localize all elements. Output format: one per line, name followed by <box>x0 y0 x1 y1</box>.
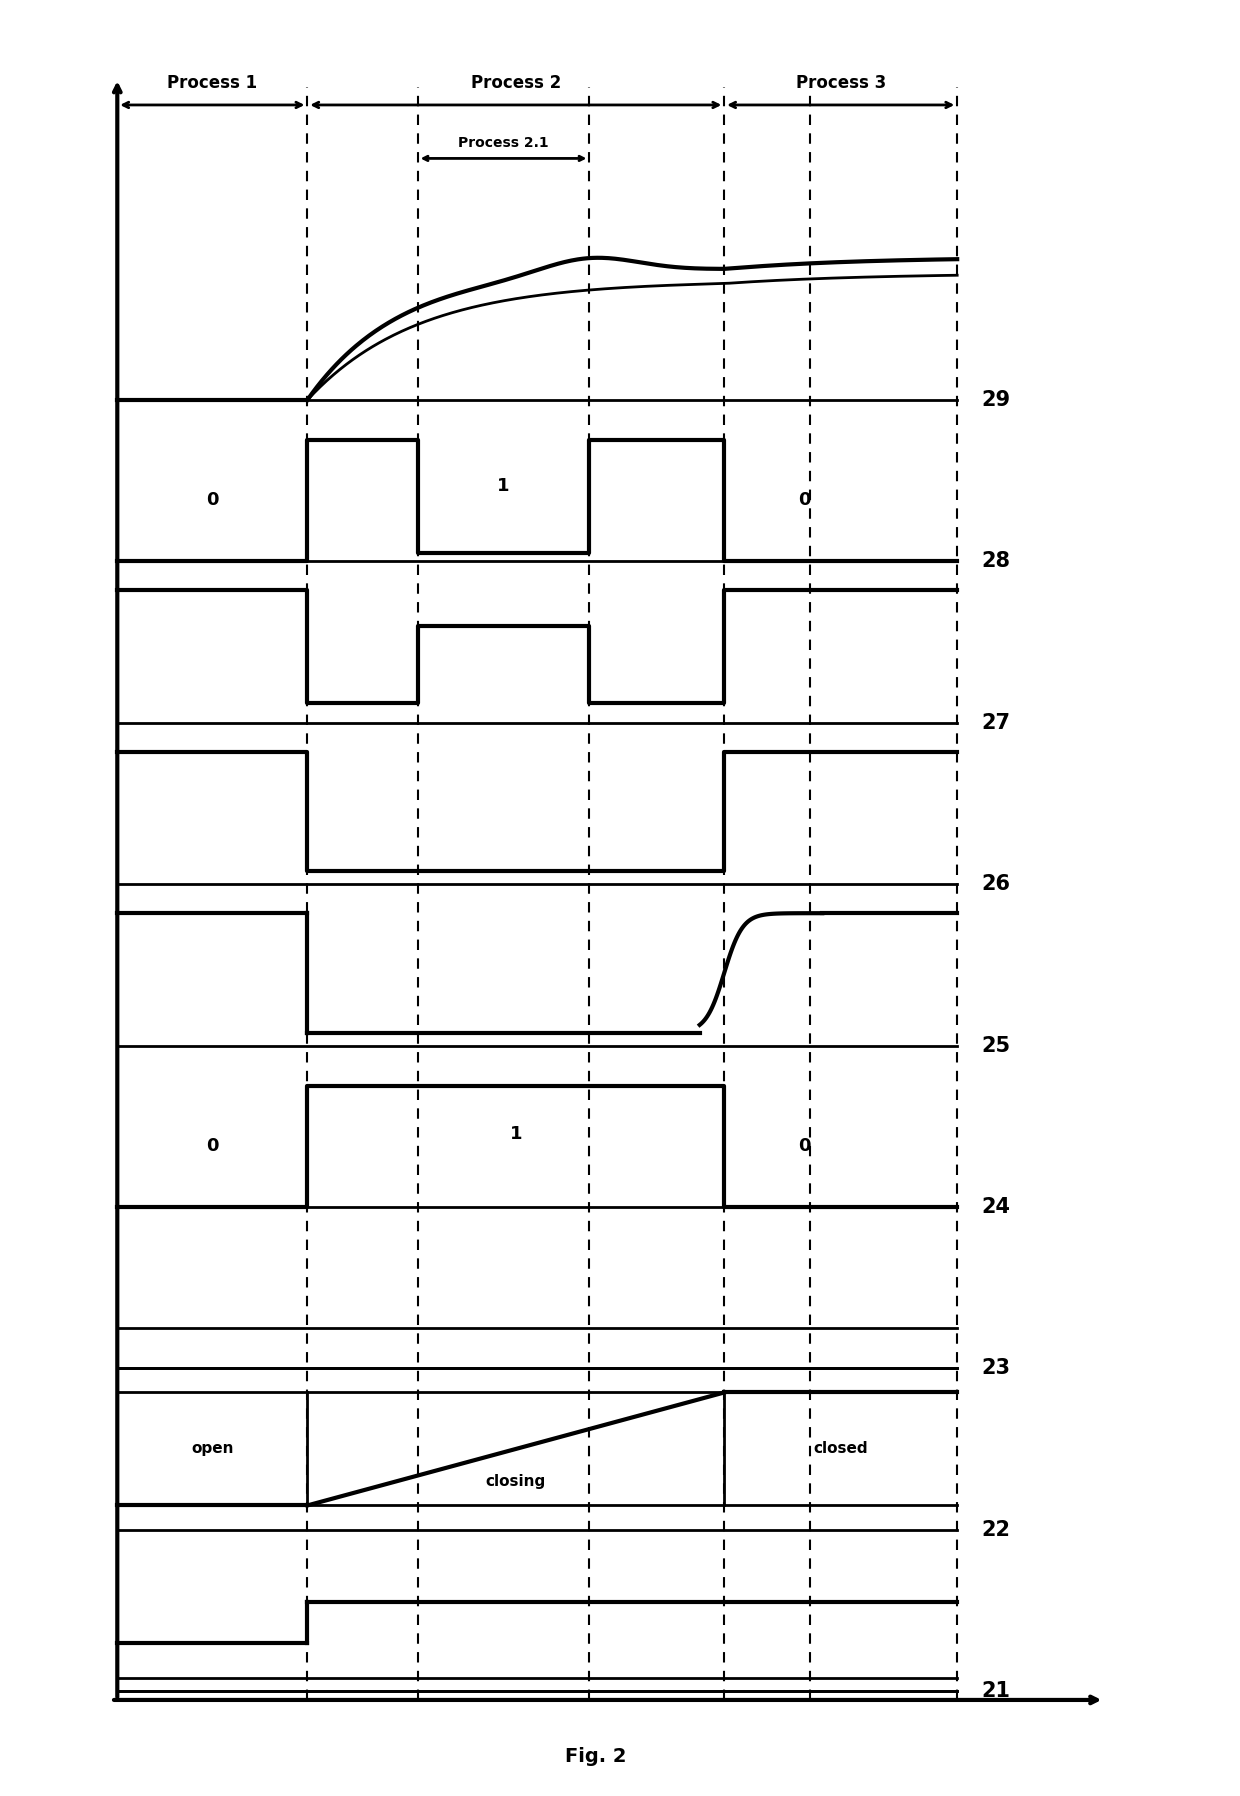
Text: 0: 0 <box>206 490 218 508</box>
Text: 0: 0 <box>797 1137 810 1155</box>
Text: 0: 0 <box>206 1137 218 1155</box>
Text: 25: 25 <box>982 1036 1011 1056</box>
Text: 1: 1 <box>497 476 510 494</box>
Text: Process 2: Process 2 <box>471 74 560 92</box>
Text: 24: 24 <box>982 1196 1011 1218</box>
Text: open: open <box>191 1442 233 1457</box>
Text: closed: closed <box>813 1442 868 1457</box>
Text: Process 2.1: Process 2.1 <box>459 135 549 149</box>
Text: 21: 21 <box>982 1681 1011 1701</box>
Text: Process 1: Process 1 <box>167 74 258 92</box>
Text: 29: 29 <box>982 390 1011 409</box>
Text: 1: 1 <box>510 1126 522 1144</box>
Text: 26: 26 <box>982 875 1011 894</box>
Text: closing: closing <box>486 1475 546 1489</box>
Text: 28: 28 <box>982 551 1011 571</box>
Text: 0: 0 <box>797 490 810 508</box>
Text: 27: 27 <box>982 713 1011 733</box>
Text: Fig. 2: Fig. 2 <box>564 1748 626 1767</box>
Text: Process 3: Process 3 <box>796 74 885 92</box>
Text: 23: 23 <box>982 1358 1011 1378</box>
Text: 22: 22 <box>982 1519 1011 1539</box>
